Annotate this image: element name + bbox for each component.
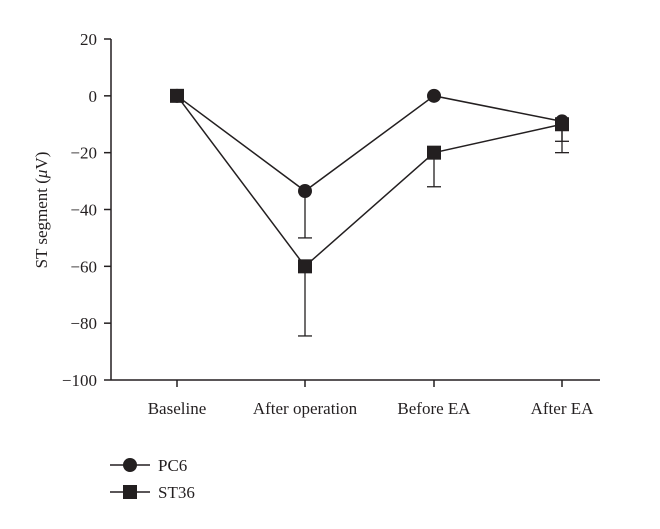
series-line-st36 [176,95,563,268]
legend-label: PC6 [158,456,187,475]
y-tick-label: −80 [70,314,97,333]
x-tick-label: Before EA [397,399,471,418]
series-lines [176,95,563,268]
legend-marker-pc6 [123,458,137,472]
x-tick-label: Baseline [148,399,207,418]
series-markers [170,88,569,274]
x-tick-label: After operation [253,399,358,418]
axes [110,39,600,381]
y-ticks: 20 0 −20 −40 −60 −80 −100 [62,30,111,390]
error-bars [298,121,569,337]
y-tick-label: −100 [62,371,97,390]
y-tick-label: 0 [89,87,98,106]
legend-label: ST36 [158,483,195,502]
y-tick-label: −20 [70,144,97,163]
y-tick-label: 20 [80,30,97,49]
y-tick-label: −40 [70,201,97,220]
point-st36 [298,259,312,274]
legend-marker-st36 [123,485,137,499]
point-st36 [555,117,569,132]
point-st36 [427,145,441,160]
y-tick-label: −60 [70,257,97,276]
point-pc6 [427,88,441,103]
y-axis-label: ST segment (μV) [32,152,51,269]
x-tick-label: After EA [531,399,595,418]
series-line-pc6 [176,95,563,192]
point-pc6 [298,184,312,199]
legend: PC6 ST36 [110,456,195,502]
x-ticks: Baseline After operation Before EA After EA [148,380,594,418]
point-st36 [170,88,184,103]
